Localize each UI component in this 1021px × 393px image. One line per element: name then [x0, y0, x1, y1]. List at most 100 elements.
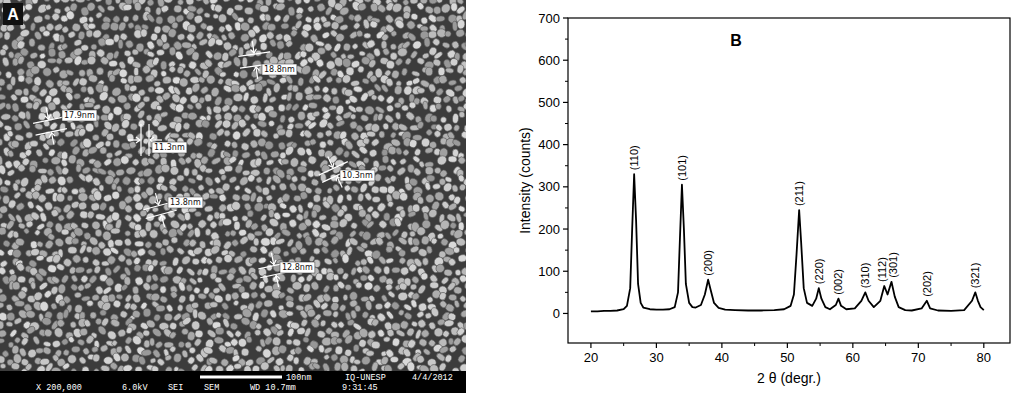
grain — [452, 21, 458, 31]
grain — [409, 50, 418, 60]
grain — [249, 245, 258, 253]
grain — [182, 122, 191, 131]
grain — [379, 186, 389, 194]
grain — [118, 39, 123, 48]
grain — [2, 239, 11, 248]
grain — [385, 257, 394, 264]
grain — [389, 174, 397, 182]
grain — [428, 83, 437, 93]
grain — [200, 118, 211, 129]
grain — [108, 74, 115, 82]
grain — [443, 122, 453, 132]
grain — [238, 68, 250, 80]
grain — [297, 111, 305, 120]
grain — [291, 102, 301, 112]
grain — [153, 313, 161, 322]
grain — [0, 266, 7, 276]
grain — [313, 247, 321, 254]
grain — [0, 156, 3, 166]
grain — [346, 67, 354, 75]
grain — [369, 20, 379, 30]
grain — [70, 283, 79, 292]
grain — [319, 319, 326, 327]
grain — [30, 84, 40, 94]
grain — [313, 170, 320, 177]
grain — [86, 210, 96, 220]
grain — [187, 24, 196, 32]
grain — [224, 165, 233, 172]
grain — [290, 246, 298, 255]
grain — [5, 303, 13, 312]
grain — [118, 128, 127, 136]
grain — [317, 47, 325, 54]
grain — [417, 88, 425, 94]
grain — [456, 0, 464, 5]
grain — [383, 266, 390, 275]
grain — [364, 33, 371, 38]
grain — [304, 218, 313, 227]
grain — [410, 299, 418, 309]
grain — [96, 325, 107, 337]
grain — [324, 129, 333, 138]
grain — [466, 138, 467, 147]
grain — [232, 299, 239, 306]
grain — [93, 103, 102, 110]
grain — [424, 37, 431, 47]
grain — [215, 311, 223, 319]
grain — [129, 84, 138, 92]
grain — [86, 54, 98, 66]
grain — [94, 285, 104, 296]
grain — [399, 319, 410, 330]
grain — [263, 300, 273, 308]
grain — [68, 154, 77, 164]
grain — [24, 75, 34, 85]
grain — [370, 137, 380, 147]
grain — [268, 120, 275, 127]
grain — [361, 77, 370, 85]
grain — [151, 327, 163, 338]
grain — [332, 257, 339, 265]
grain — [394, 102, 402, 108]
grain — [194, 211, 201, 217]
grain — [143, 147, 153, 156]
grain — [221, 119, 232, 130]
grain — [247, 210, 254, 217]
grain — [451, 40, 461, 50]
grain — [81, 166, 91, 175]
grain — [106, 329, 118, 341]
grain — [99, 309, 106, 316]
grain — [14, 122, 23, 131]
grain — [234, 330, 243, 339]
grain — [371, 185, 380, 194]
grain — [0, 288, 3, 294]
grain — [71, 189, 78, 195]
grain — [177, 33, 186, 41]
grain — [192, 246, 204, 256]
grain — [86, 300, 93, 306]
grain — [268, 95, 277, 103]
grain — [53, 237, 65, 249]
grain — [146, 114, 153, 121]
grain — [91, 294, 100, 302]
grain — [411, 320, 419, 327]
grain — [384, 13, 395, 24]
grain — [161, 91, 172, 102]
grain — [134, 2, 142, 11]
grain — [398, 249, 407, 258]
grain — [410, 283, 418, 290]
grain — [84, 102, 94, 107]
grain — [420, 235, 430, 245]
grain — [351, 43, 359, 51]
grain — [111, 191, 119, 200]
grain — [300, 29, 310, 39]
grain — [131, 158, 140, 167]
grain — [206, 115, 211, 121]
grain — [275, 238, 286, 246]
grain — [159, 184, 168, 192]
grain — [0, 193, 3, 203]
grain — [330, 301, 340, 312]
grain — [0, 293, 8, 303]
grain — [295, 12, 304, 21]
grain — [297, 166, 307, 173]
grain — [397, 47, 408, 57]
